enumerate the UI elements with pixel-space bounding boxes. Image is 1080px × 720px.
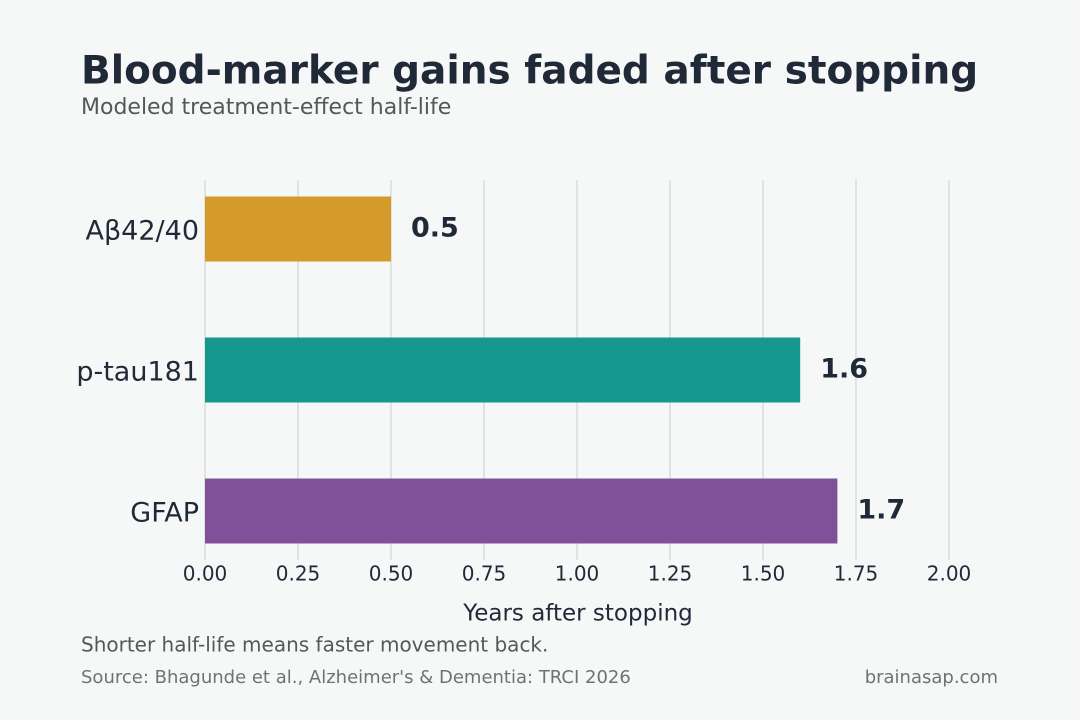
- bar: [205, 478, 838, 544]
- credit: brainasap.com: [865, 667, 998, 688]
- value-label: 1.7: [857, 495, 905, 526]
- y-tick-label: GFAP: [130, 498, 199, 529]
- bar: [205, 196, 391, 262]
- x-tick-label: 0.00: [183, 562, 228, 586]
- value-label: 1.6: [820, 354, 868, 385]
- chart-title: Blood-marker gains faded after stopping: [81, 49, 978, 94]
- x-tick-label: 1.50: [741, 562, 786, 586]
- x-axis-label: Years after stopping: [462, 601, 693, 627]
- x-tick-label: 0.75: [462, 562, 507, 586]
- chart-subtitle: Modeled treatment-effect half-life: [81, 95, 451, 120]
- source: Source: Bhagunde et al., Alzheimer's & D…: [81, 667, 631, 688]
- note: Shorter half-life means faster movement …: [81, 633, 548, 657]
- x-tick-label: 0.50: [369, 562, 414, 586]
- x-tick-label: 1.75: [834, 562, 879, 586]
- x-tick-label: 1.00: [555, 562, 600, 586]
- y-tick-label: Aβ42/40: [85, 216, 199, 247]
- x-tick-label: 0.25: [276, 562, 321, 586]
- x-tick-label: 1.25: [648, 562, 693, 586]
- bar: [205, 337, 801, 403]
- x-tick-label: 2.00: [927, 562, 972, 586]
- y-tick-label: p-tau181: [76, 357, 199, 388]
- value-label: 0.5: [411, 213, 459, 244]
